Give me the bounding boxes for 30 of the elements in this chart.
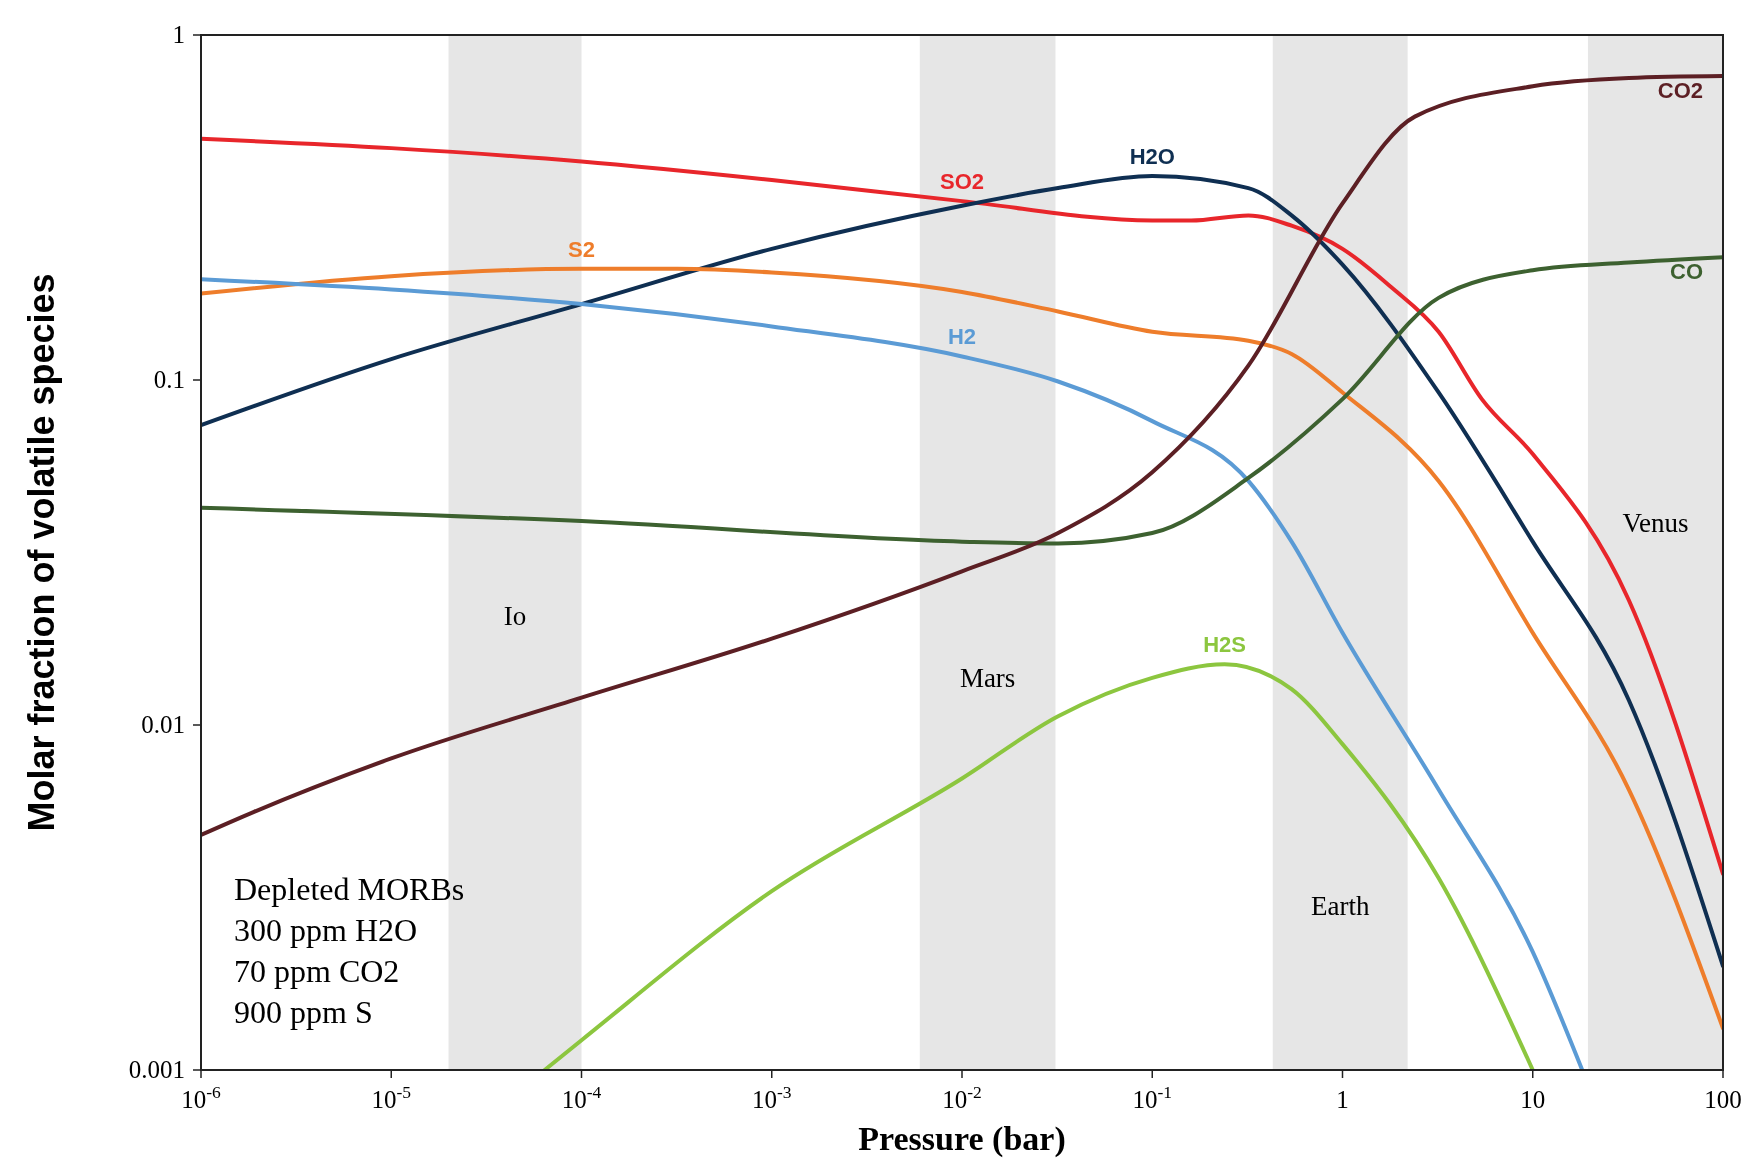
y-tick-label: 0.1 <box>153 366 185 393</box>
series-label: H2 <box>947 324 977 350</box>
series-label: SO2 <box>939 169 985 195</box>
x-tick-label: 10$^{-5}$ <box>371 1082 412 1113</box>
x-tick-label: 10$^{-6}$ <box>181 1082 222 1113</box>
band-label: Io <box>503 600 527 631</box>
y-tick-label: 0.001 <box>128 1056 185 1083</box>
x-tick-label: 10$^{-1}$ <box>1132 1082 1173 1113</box>
x-tick-label: 10$^{-3}$ <box>751 1082 792 1113</box>
y-axis-title: Molar fraction of volatile species <box>21 273 62 832</box>
y-tick-label: 0.01 <box>141 711 185 738</box>
annotation: Depleted MORBs <box>234 871 465 907</box>
x-tick-label: 100 <box>1704 1086 1742 1113</box>
x-axis-title: Pressure (bar) <box>858 1120 1066 1158</box>
x-tick-label: 10 <box>1520 1086 1546 1113</box>
y-tick-label: 1 <box>172 21 185 48</box>
series-label: CO <box>1670 259 1703 285</box>
annotation: 70 ppm CO2 <box>234 953 400 989</box>
x-tick-label: 10$^{-4}$ <box>561 1082 602 1113</box>
band-label: Earth <box>1310 890 1370 921</box>
series-label: S2 <box>568 236 595 262</box>
band-label: Mars <box>959 663 1016 694</box>
annotation: 900 ppm S <box>234 994 373 1030</box>
series-label: H2S <box>1203 632 1246 658</box>
x-tick-label: 10$^{-2}$ <box>942 1082 982 1113</box>
series-label: CO2 <box>1657 78 1703 104</box>
series-label: H2O <box>1129 144 1175 170</box>
x-tick-label: 1 <box>1336 1086 1349 1113</box>
band-label: Venus <box>1622 507 1689 538</box>
annotation: 300 ppm H2O <box>234 912 418 948</box>
